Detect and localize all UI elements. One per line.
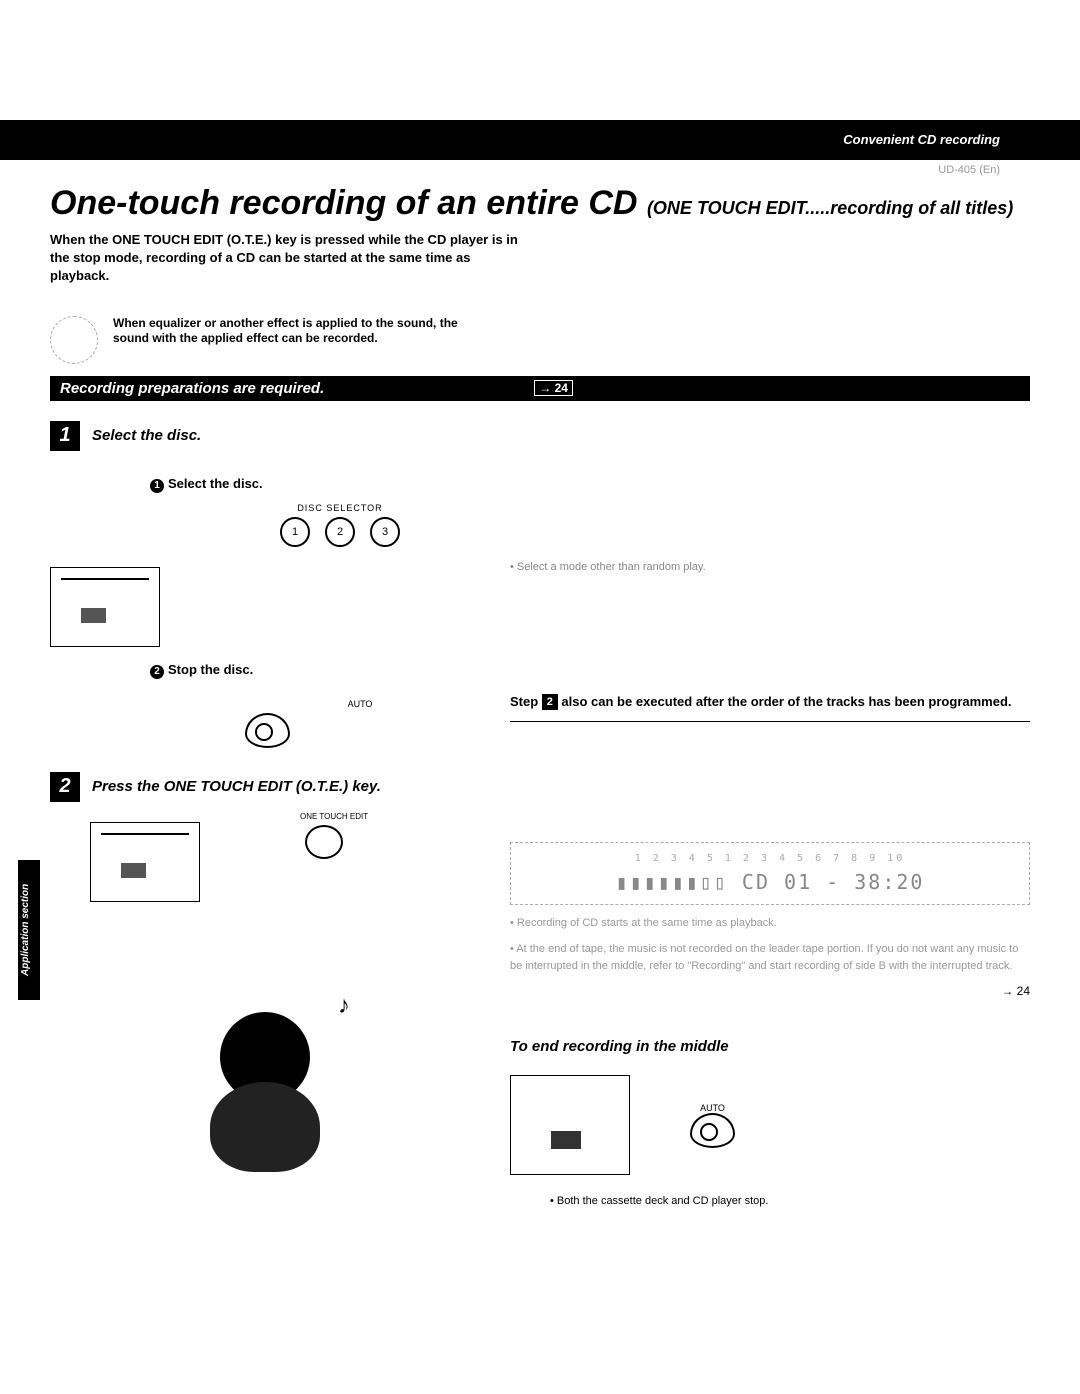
intro-text: When the ONE TOUCH EDIT (O.T.E.) key is … xyxy=(50,231,530,286)
end-diagram-row: AUTO xyxy=(510,1075,1030,1175)
auto-knob-1 xyxy=(245,713,290,748)
step1-header: 1 Select the disc. xyxy=(50,421,1030,451)
disc-2-button: 2 xyxy=(325,517,355,547)
step2-badge: 2 xyxy=(50,772,80,802)
prep-ref: → 24 xyxy=(534,380,573,396)
end-note: • Both the cassette deck and CD player s… xyxy=(550,1195,1030,1207)
music-note-icon: ♪ xyxy=(338,992,350,1020)
step1-left-col: 1Select the disc. DISC SELECTOR 1 2 3 2S… xyxy=(50,461,470,752)
step1-sub1: 1Select the disc. xyxy=(150,476,470,493)
end-title: To end recording in the middle xyxy=(510,1038,1030,1055)
title-sub: (ONE TOUCH EDIT.....recording of all tit… xyxy=(647,198,1013,218)
step2-right-col: 1 2 3 4 5 1 2 3 4 5 6 7 8 9 10 ▮▮▮▮▮▮▯▯ … xyxy=(510,812,1030,1248)
ote-knob xyxy=(305,825,343,859)
header-label: Convenient CD recording xyxy=(843,132,1000,147)
disc-3-button: 3 xyxy=(370,517,400,547)
main-title: One-touch recording of an entire CD (ONE… xyxy=(50,184,1030,223)
step2-note-b: • At the end of tape, the music is not r… xyxy=(510,941,1030,974)
prep-bar: Recording preparations are required. → 2… xyxy=(50,376,1030,401)
display-main-row: ▮▮▮▮▮▮▯▯ CD 01 - 38:20 xyxy=(521,870,1019,894)
disc-selector-diagram: DISC SELECTOR 1 2 3 xyxy=(210,503,470,547)
device-sketch-2 xyxy=(90,822,200,902)
auto-label-2: AUTO xyxy=(690,1103,735,1113)
step2-pre-note: Step 2 also can be executed after the or… xyxy=(510,693,1030,711)
disc-selector-label: DISC SELECTOR xyxy=(210,503,470,513)
equalizer-note-text: When equalizer or another effect is appl… xyxy=(113,316,493,347)
step1-right-note: • Select a mode other than random play. xyxy=(510,561,1030,573)
model-code: UD-405 (En) xyxy=(0,164,1000,176)
ote-label: ONE TOUCH EDIT xyxy=(300,812,368,821)
step1-sub2: 2Stop the disc. xyxy=(150,662,470,679)
step1-badge: 1 xyxy=(50,421,80,451)
side-tab: Application section xyxy=(18,860,40,1000)
step2-title: Press the ONE TOUCH EDIT (O.T.E.) key. xyxy=(92,778,381,795)
auto-knob-2 xyxy=(690,1113,735,1148)
equalizer-icon xyxy=(50,316,98,364)
display-top-row: 1 2 3 4 5 1 2 3 4 5 6 7 8 9 10 xyxy=(521,853,1019,864)
page-number: 36 xyxy=(30,125,59,156)
divider-1 xyxy=(510,721,1030,722)
disc-1-button: 1 xyxy=(280,517,310,547)
mascot-illustration: ♪ xyxy=(180,992,360,1192)
lcd-display: 1 2 3 4 5 1 2 3 4 5 6 7 8 9 10 ▮▮▮▮▮▮▯▯ … xyxy=(510,842,1030,905)
step1-right-col: • Select a mode other than random play. … xyxy=(510,461,1030,752)
ref-24: → 24 xyxy=(510,984,1030,998)
device-sketch-1 xyxy=(50,567,160,647)
header-bar: Convenient CD recording xyxy=(0,120,1080,160)
equalizer-note-row: When equalizer or another effect is appl… xyxy=(50,316,1030,364)
auto-label-1: AUTO xyxy=(250,699,470,709)
step2-header: 2 Press the ONE TOUCH EDIT (O.T.E.) key. xyxy=(50,772,1030,802)
step2-note-a: • Recording of CD starts at the same tim… xyxy=(510,915,1030,932)
end-device-sketch xyxy=(510,1075,630,1175)
title-main: One-touch recording of an entire CD xyxy=(50,184,637,222)
step2-left-col: ONE TOUCH EDIT ♪ xyxy=(50,812,470,1248)
step1-title: Select the disc. xyxy=(92,427,201,444)
prep-text: Recording preparations are required. xyxy=(60,380,324,397)
